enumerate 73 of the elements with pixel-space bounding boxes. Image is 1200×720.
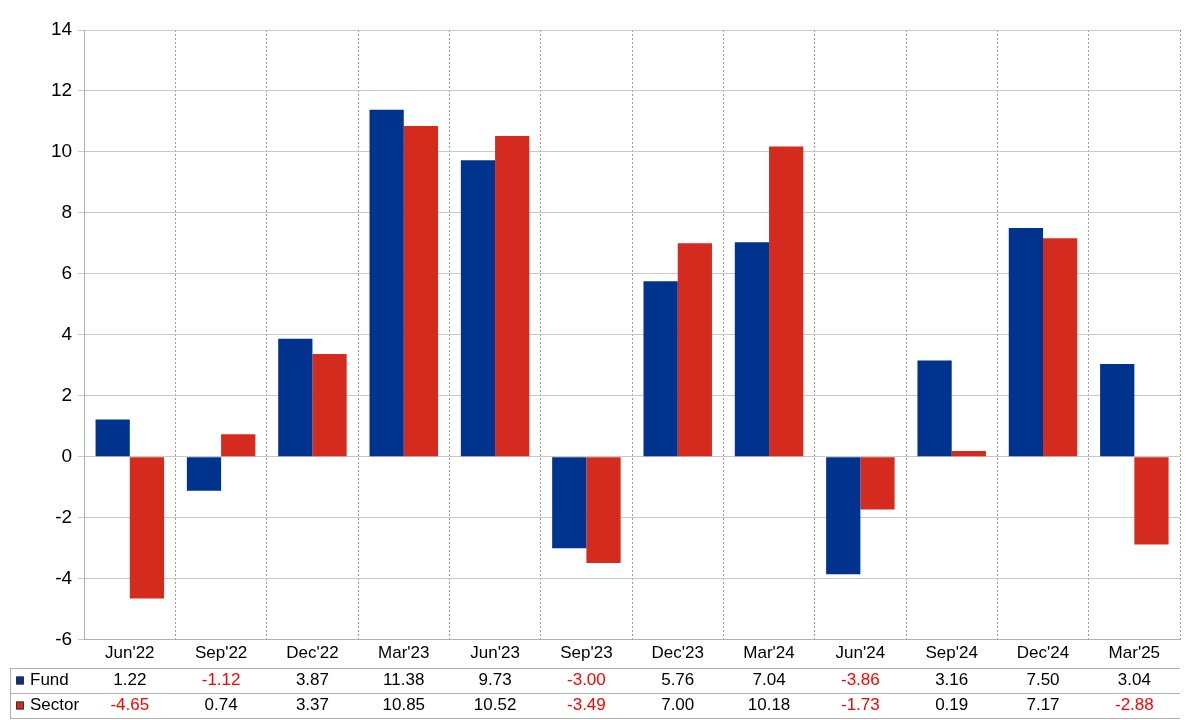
bar: [1100, 364, 1135, 457]
data-label: 7.04: [752, 670, 786, 690]
bar: [1134, 457, 1169, 545]
y-tick-label: -2: [55, 505, 73, 527]
y-tick-label: 10: [50, 140, 73, 162]
x-tick-label: Mar'24: [743, 643, 795, 663]
x-tick-label: Mar'25: [1108, 643, 1161, 663]
x-tick-label: Dec'22: [286, 643, 339, 663]
x-tick-label: Mar'23: [378, 643, 430, 663]
bar: [278, 338, 313, 457]
y-tick-label: 12: [50, 79, 73, 101]
data-label: -1.73: [841, 695, 880, 715]
x-tick-label: Dec'24: [1016, 643, 1070, 663]
x-tick-label: Jun'24: [835, 643, 886, 663]
x-tick-label: Sep'24: [925, 643, 978, 663]
data-label: 10.18: [747, 695, 791, 715]
bar: [369, 109, 404, 457]
y-tick-label: 4: [61, 323, 73, 345]
data-label: 3.04: [1117, 670, 1151, 690]
data-label: 10.85: [382, 695, 426, 715]
x-tick-label: Dec'23: [651, 643, 704, 663]
bar: [586, 457, 621, 564]
x-tick-label: Sep'22: [194, 643, 248, 663]
data-label: 1.22: [113, 670, 147, 690]
data-label: 3.16: [935, 670, 969, 690]
data-label: -3.00: [567, 670, 606, 690]
data-label: 3.37: [295, 695, 329, 715]
bar: [769, 146, 804, 457]
data-label: 11.38: [383, 670, 425, 690]
bar: [1043, 238, 1078, 457]
data-label: 7.50: [1026, 670, 1060, 690]
y-tick-label: 0: [61, 444, 73, 466]
bar: [917, 360, 952, 457]
x-tick-label: Sep'23: [560, 643, 613, 663]
legend-label: Fund: [30, 670, 69, 690]
x-tick-label: Jun'23: [470, 643, 520, 663]
bar: [460, 160, 496, 457]
data-label: 3.87: [295, 670, 329, 690]
data-label: -3.86: [841, 670, 880, 690]
y-tick-label: 6: [61, 262, 73, 284]
bar: [734, 242, 770, 457]
data-label: 9.73: [478, 670, 512, 690]
bar: [826, 457, 861, 575]
x-tick-label: Jun'22: [105, 643, 155, 663]
bar: [951, 450, 986, 457]
data-label: 0.19: [935, 695, 969, 715]
bar: [95, 419, 130, 457]
data-label: -2.88: [1114, 695, 1154, 715]
bar: [1008, 228, 1044, 457]
bar: [129, 457, 165, 599]
y-tick-label: 8: [61, 201, 73, 223]
bar: [403, 126, 439, 457]
y-tick-label: -6: [55, 627, 73, 649]
data-label: -4.65: [110, 695, 150, 715]
bar: [495, 136, 530, 457]
data-label: 10.52: [473, 695, 517, 715]
bar: [312, 354, 347, 457]
data-label: 5.76: [661, 670, 695, 690]
bar: [186, 457, 222, 491]
bar: [221, 434, 256, 457]
legend-label: Sector: [30, 695, 80, 715]
bar: [643, 281, 678, 457]
data-label: 7.17: [1026, 695, 1060, 715]
bar: [552, 457, 587, 549]
bar: [677, 243, 712, 457]
y-tick-label: 2: [61, 383, 73, 405]
y-tick-label: 14: [50, 18, 73, 40]
data-label: 7.00: [661, 695, 695, 715]
bar: [860, 457, 895, 510]
data-label: 0.74: [204, 695, 238, 715]
data-label: -3.49: [567, 695, 606, 715]
y-tick-label: -4: [55, 566, 73, 588]
data-label: -1.12: [201, 670, 241, 690]
